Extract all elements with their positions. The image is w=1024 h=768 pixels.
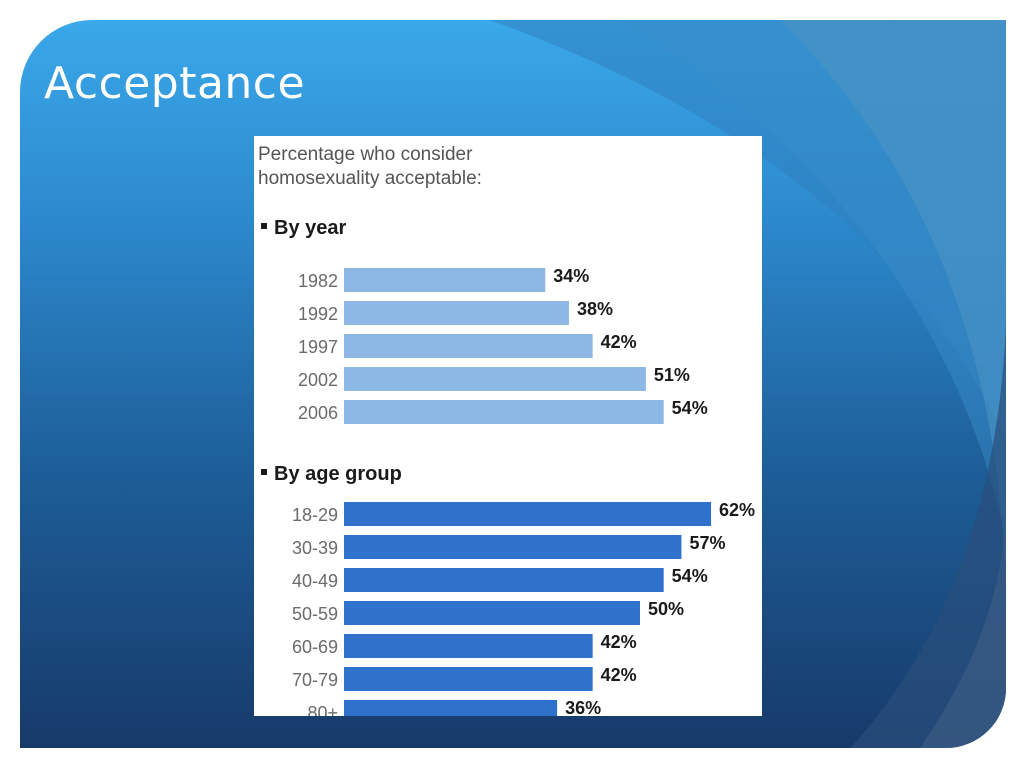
group-1-bar bbox=[344, 367, 646, 391]
group-1-bar bbox=[344, 301, 569, 325]
group-1-category-label: 2002 bbox=[298, 370, 338, 390]
group-2-category-label: 60-69 bbox=[292, 637, 338, 657]
group-1-value-label: 42% bbox=[601, 332, 637, 352]
chart-title-line-1: Percentage who consider bbox=[258, 144, 473, 165]
group-2-bar bbox=[344, 667, 593, 691]
group-2-bar bbox=[344, 700, 558, 716]
group-1-category-label: 2006 bbox=[298, 403, 338, 423]
group-1-value-label: 51% bbox=[654, 365, 690, 385]
group-2-bullet bbox=[261, 469, 267, 475]
group-2-value-label: 42% bbox=[601, 632, 637, 652]
group-2-bar bbox=[344, 535, 682, 559]
group-1-category-label: 1997 bbox=[298, 337, 338, 357]
group-1-bar bbox=[344, 400, 664, 424]
group-2-bar bbox=[344, 634, 593, 658]
group-2-category-label: 80+ bbox=[307, 703, 338, 716]
slide-title: Acceptance bbox=[44, 58, 306, 109]
chart-title-line-2: homosexuality acceptable: bbox=[258, 168, 482, 189]
chart-panel: Percentage who consider homosexuality acc… bbox=[254, 136, 762, 716]
group-1-category-label: 1992 bbox=[298, 304, 338, 324]
group-2-bar bbox=[344, 502, 712, 526]
group-1-bar bbox=[344, 268, 546, 292]
group-2-category-label: 30-39 bbox=[292, 538, 338, 558]
group-2-category-label: 50-59 bbox=[292, 604, 338, 624]
group-2-bar bbox=[344, 568, 664, 592]
slide-swoosh-decoration bbox=[490, 20, 1006, 748]
group-2-category-label: 70-79 bbox=[292, 670, 338, 690]
group-2-value-label: 42% bbox=[601, 665, 637, 685]
group-2-value-label: 50% bbox=[648, 599, 684, 619]
group-1-heading: By year bbox=[274, 217, 346, 239]
slide-background: Acceptance Percentage who consider homose… bbox=[20, 20, 1006, 748]
bar-chart: Percentage who consider homosexuality acc… bbox=[258, 144, 755, 716]
group-2-value-label: 36% bbox=[565, 698, 601, 716]
group-2-bar bbox=[344, 601, 640, 625]
group-1-bullet bbox=[261, 223, 267, 229]
group-2-category-label: 18-29 bbox=[292, 505, 338, 525]
group-2-value-label: 54% bbox=[672, 566, 708, 586]
group-2-category-label: 40-49 bbox=[292, 571, 338, 591]
group-1-category-label: 1982 bbox=[298, 271, 338, 291]
group-1-value-label: 38% bbox=[577, 299, 613, 319]
group-1-bar bbox=[344, 334, 593, 358]
group-2-value-label: 62% bbox=[719, 500, 755, 520]
group-2-value-label: 57% bbox=[689, 533, 725, 553]
group-2-heading: By age group bbox=[274, 463, 402, 485]
group-1-value-label: 54% bbox=[672, 398, 708, 418]
group-1-value-label: 34% bbox=[553, 266, 589, 286]
